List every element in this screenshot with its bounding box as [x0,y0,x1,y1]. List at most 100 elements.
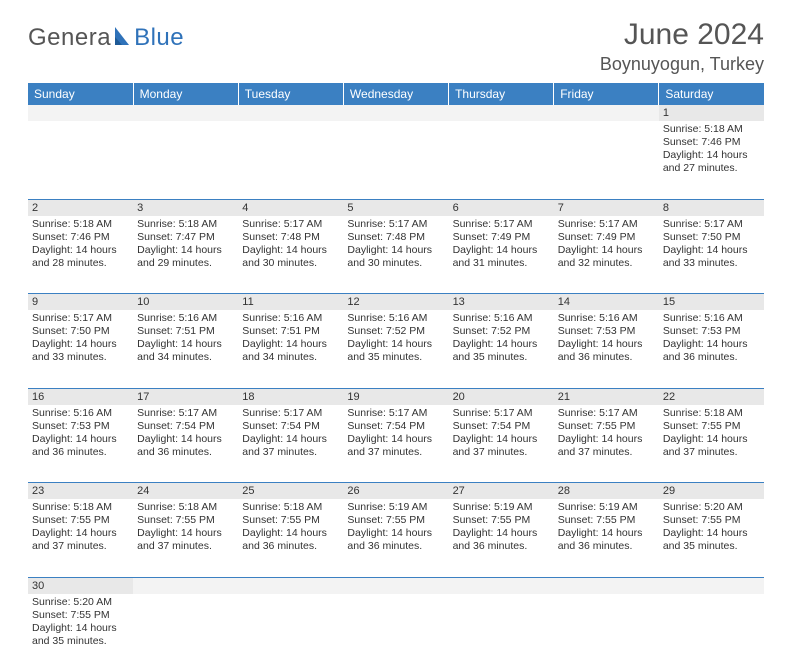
day-details: Sunrise: 5:16 AMSunset: 7:53 PMDaylight:… [28,405,133,464]
day-number: 6 [449,199,554,216]
calendar-cell: Sunrise: 5:16 AMSunset: 7:53 PMDaylight:… [659,310,764,388]
day-details: Sunrise: 5:17 AMSunset: 7:55 PMDaylight:… [554,405,659,464]
sunset-text: Sunset: 7:52 PM [347,325,444,338]
day-details: Sunrise: 5:17 AMSunset: 7:54 PMDaylight:… [449,405,554,464]
calendar-week-row: Sunrise: 5:20 AMSunset: 7:55 PMDaylight:… [28,594,764,672]
weekday-header: Friday [554,83,659,105]
sunrise-text: Sunrise: 5:17 AM [242,407,339,420]
calendar-cell: Sunrise: 5:16 AMSunset: 7:51 PMDaylight:… [133,310,238,388]
calendar-week-row: Sunrise: 5:18 AMSunset: 7:46 PMDaylight:… [28,216,764,294]
day-number: 13 [449,294,554,311]
sunset-text: Sunset: 7:54 PM [137,420,234,433]
sunrise-text: Sunrise: 5:16 AM [663,312,760,325]
day-number: 12 [343,294,448,311]
daylight-text-1: Daylight: 14 hours [558,244,655,257]
sunset-text: Sunset: 7:49 PM [558,231,655,244]
daylight-text-1: Daylight: 14 hours [347,527,444,540]
daylight-text-1: Daylight: 14 hours [558,433,655,446]
daylight-text-1: Daylight: 14 hours [32,338,129,351]
day-details: Sunrise: 5:16 AMSunset: 7:52 PMDaylight:… [343,310,448,369]
daylight-text-2: and 35 minutes. [32,635,129,648]
calendar-cell: Sunrise: 5:16 AMSunset: 7:52 PMDaylight:… [343,310,448,388]
sunset-text: Sunset: 7:51 PM [242,325,339,338]
sunrise-text: Sunrise: 5:18 AM [137,501,234,514]
daylight-text-1: Daylight: 14 hours [242,527,339,540]
calendar-week-row: Sunrise: 5:18 AMSunset: 7:46 PMDaylight:… [28,121,764,199]
calendar-cell-empty [343,594,448,672]
sunrise-text: Sunrise: 5:16 AM [558,312,655,325]
logo-text-genera: Genera [28,24,111,52]
sunrise-text: Sunrise: 5:17 AM [32,312,129,325]
daylight-text-2: and 32 minutes. [558,257,655,270]
day-details: Sunrise: 5:17 AMSunset: 7:54 PMDaylight:… [238,405,343,464]
daylight-text-2: and 34 minutes. [242,351,339,364]
calendar-cell-empty [238,121,343,199]
daylight-text-1: Daylight: 14 hours [453,433,550,446]
daylight-text-1: Daylight: 14 hours [137,244,234,257]
day-details: Sunrise: 5:17 AMSunset: 7:54 PMDaylight:… [343,405,448,464]
day-number: 15 [659,294,764,311]
day-number: 29 [659,483,764,500]
calendar-cell: Sunrise: 5:16 AMSunset: 7:53 PMDaylight:… [28,405,133,483]
day-number: 7 [554,199,659,216]
day-number: 26 [343,483,448,500]
title-block: June 2024 Boynuyogun, Turkey [600,18,764,75]
daylight-text-2: and 28 minutes. [32,257,129,270]
day-details: Sunrise: 5:19 AMSunset: 7:55 PMDaylight:… [449,499,554,558]
day-number: 10 [133,294,238,311]
calendar-cell-empty [449,121,554,199]
daylight-text-2: and 37 minutes. [453,446,550,459]
sunrise-text: Sunrise: 5:17 AM [453,407,550,420]
sunset-text: Sunset: 7:54 PM [347,420,444,433]
sunrise-text: Sunrise: 5:17 AM [558,218,655,231]
sunset-text: Sunset: 7:46 PM [32,231,129,244]
calendar-cell: Sunrise: 5:16 AMSunset: 7:53 PMDaylight:… [554,310,659,388]
daylight-text-1: Daylight: 14 hours [242,338,339,351]
day-number: 19 [343,388,448,405]
day-number: 11 [238,294,343,311]
sunrise-text: Sunrise: 5:19 AM [558,501,655,514]
calendar-cell: Sunrise: 5:17 AMSunset: 7:49 PMDaylight:… [554,216,659,294]
day-number-empty [449,577,554,594]
sunrise-text: Sunrise: 5:17 AM [347,218,444,231]
day-details: Sunrise: 5:17 AMSunset: 7:50 PMDaylight:… [28,310,133,369]
day-number-empty [28,105,133,121]
day-number-empty [238,105,343,121]
weekday-header-row: SundayMondayTuesdayWednesdayThursdayFrid… [28,83,764,105]
calendar-cell: Sunrise: 5:16 AMSunset: 7:52 PMDaylight:… [449,310,554,388]
sunrise-text: Sunrise: 5:19 AM [453,501,550,514]
calendar-cell: Sunrise: 5:17 AMSunset: 7:54 PMDaylight:… [133,405,238,483]
weekday-header: Wednesday [343,83,448,105]
calendar-cell: Sunrise: 5:19 AMSunset: 7:55 PMDaylight:… [343,499,448,577]
day-number: 30 [28,577,133,594]
day-details: Sunrise: 5:18 AMSunset: 7:55 PMDaylight:… [133,499,238,558]
daylight-text-1: Daylight: 14 hours [347,338,444,351]
day-details: Sunrise: 5:17 AMSunset: 7:54 PMDaylight:… [133,405,238,464]
day-details: Sunrise: 5:16 AMSunset: 7:51 PMDaylight:… [133,310,238,369]
daylight-text-2: and 33 minutes. [32,351,129,364]
sunrise-text: Sunrise: 5:17 AM [453,218,550,231]
calendar-cell: Sunrise: 5:18 AMSunset: 7:46 PMDaylight:… [659,121,764,199]
day-number-row: 30 [28,577,764,594]
day-number-empty [343,105,448,121]
calendar-cell-empty [554,594,659,672]
day-details: Sunrise: 5:17 AMSunset: 7:48 PMDaylight:… [238,216,343,275]
calendar-cell: Sunrise: 5:17 AMSunset: 7:50 PMDaylight:… [659,216,764,294]
day-number-empty [659,577,764,594]
daylight-text-1: Daylight: 14 hours [558,527,655,540]
day-details: Sunrise: 5:17 AMSunset: 7:50 PMDaylight:… [659,216,764,275]
calendar-week-row: Sunrise: 5:18 AM Sunset: 7:55 PM Daylight:… [28,499,764,577]
daylight-text-2: and 35 minutes. [663,540,760,553]
weekday-header: Saturday [659,83,764,105]
day-number-empty [133,105,238,121]
daylight-text-1: Daylight: 14 hours [663,149,760,162]
sunrise-text: Sunrise: 5:17 AM [663,218,760,231]
day-details: Sunrise: 5:16 AMSunset: 7:53 PMDaylight:… [554,310,659,369]
sunset-text: Sunset: 7:55 PM [32,514,129,527]
daylight-text-2: and 30 minutes. [347,257,444,270]
day-details: Sunrise: 5:17 AMSunset: 7:49 PMDaylight:… [554,216,659,275]
day-details: Sunrise: 5:16 AMSunset: 7:51 PMDaylight:… [238,310,343,369]
calendar-cell-empty [659,594,764,672]
sunset-text: Sunset: 7:51 PM [137,325,234,338]
day-number-empty [133,577,238,594]
